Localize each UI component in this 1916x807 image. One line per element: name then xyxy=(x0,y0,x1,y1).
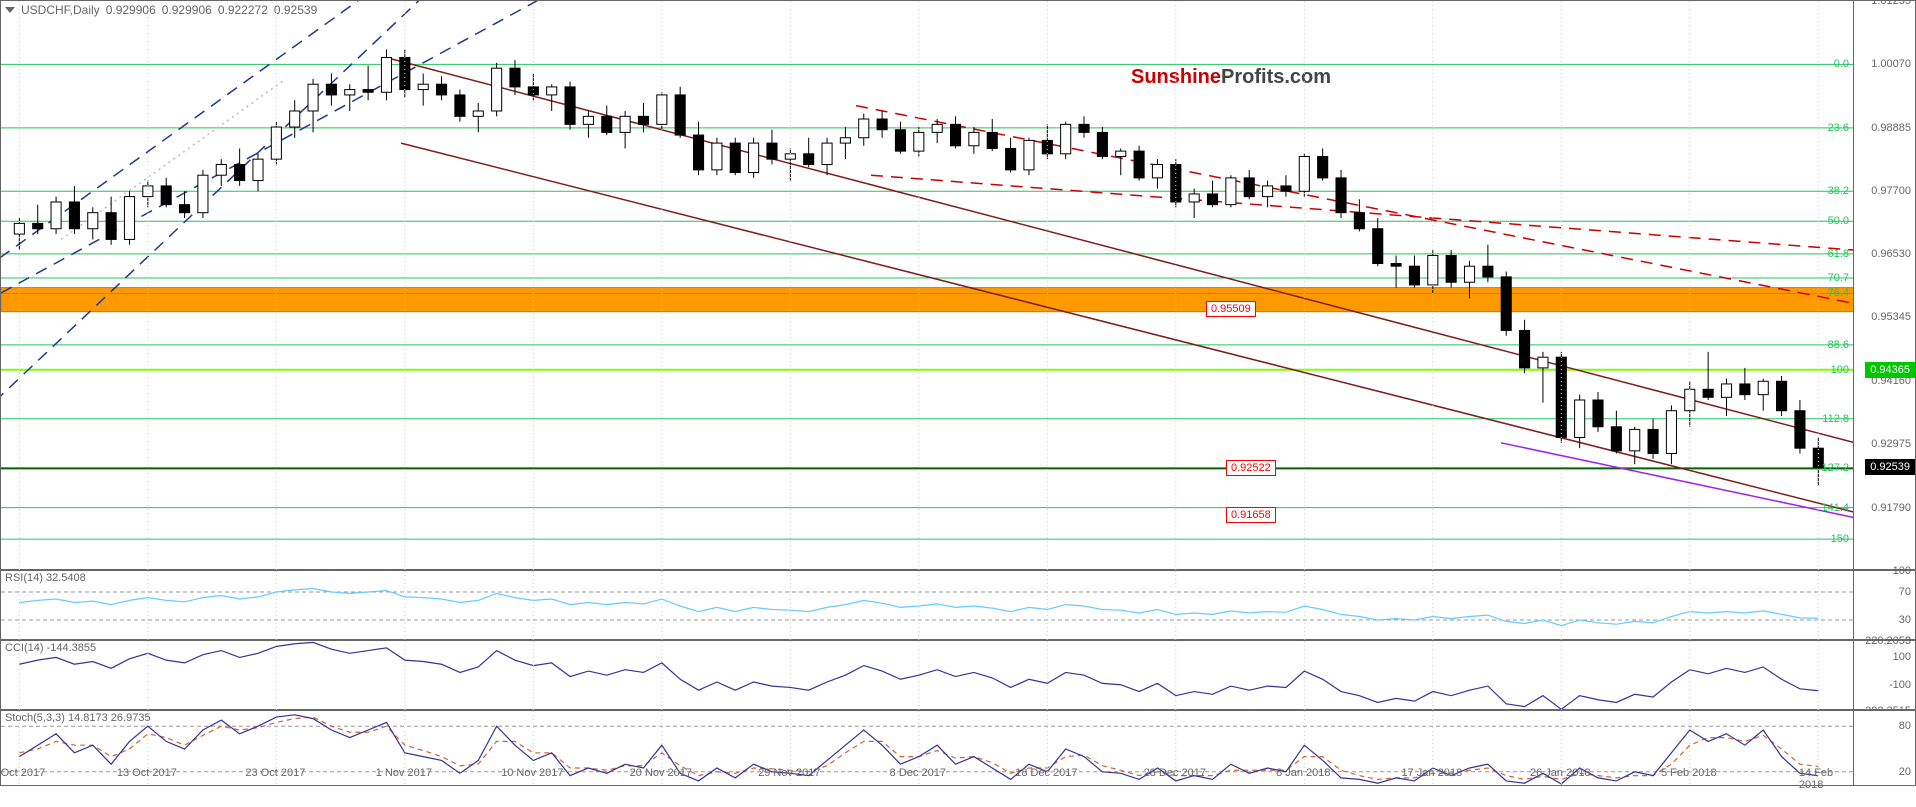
xtick-label: 5 Feb 2018 xyxy=(1661,767,1717,786)
rsi-yaxis: 03070100 xyxy=(1853,571,1915,639)
price-label: 0.92522 xyxy=(1226,460,1276,476)
price-yaxis: 1.012551.000700.988850.977000.965300.953… xyxy=(1853,1,1915,569)
price-label: 0.95509 xyxy=(1206,301,1256,317)
xtick-label: 14 Feb 2018 xyxy=(1799,767,1836,786)
price-label: 0.91658 xyxy=(1226,507,1276,523)
rsi-panel[interactable]: RSI(14) 32.5408 03070100 xyxy=(0,570,1916,640)
xtick-label: 29 Nov 2017 xyxy=(758,767,820,786)
xtick-label: 1 Nov 2017 xyxy=(376,767,432,786)
price-plot[interactable] xyxy=(1,1,1855,571)
xtick-label: 17 Jan 2018 xyxy=(1402,767,1463,786)
time-axis: 4 Oct 2017 13 Oct 2017 23 Oct 2017 1 Nov 20… xyxy=(0,765,1854,786)
xtick-label: 8 Jan 2018 xyxy=(1276,767,1330,786)
last-price-label: 0.92539 xyxy=(1865,459,1915,475)
xtick-label: 28 Dec 2017 xyxy=(1144,767,1206,786)
xtick-label: 20 Nov 2017 xyxy=(630,767,692,786)
xtick-label: 10 Nov 2017 xyxy=(501,767,563,786)
price-panel[interactable]: USDCHF,Daily 0.929906 0.929906 0.922272 … xyxy=(0,0,1916,570)
cci-yaxis: -292.3515-100100220.2053 xyxy=(1853,641,1915,709)
xtick-label: 8 Dec 2017 xyxy=(890,767,946,786)
xtick-label: 26 Jan 2018 xyxy=(1530,767,1591,786)
cci-panel[interactable]: CCI(14) -144.3855 -292.3515-100100220.20… xyxy=(0,640,1916,710)
stoch-yaxis: 2080 xyxy=(1853,711,1915,785)
rsi-plot[interactable] xyxy=(1,571,1855,641)
xtick-label: 13 Oct 2017 xyxy=(117,767,177,786)
xtick-label: 18 Dec 2017 xyxy=(1015,767,1077,786)
cci-plot[interactable] xyxy=(1,641,1855,711)
xtick-label: 23 Oct 2017 xyxy=(245,767,305,786)
xtick-label: 4 Oct 2017 xyxy=(0,767,45,786)
fib100-price-label: 0.94365 xyxy=(1865,362,1915,378)
